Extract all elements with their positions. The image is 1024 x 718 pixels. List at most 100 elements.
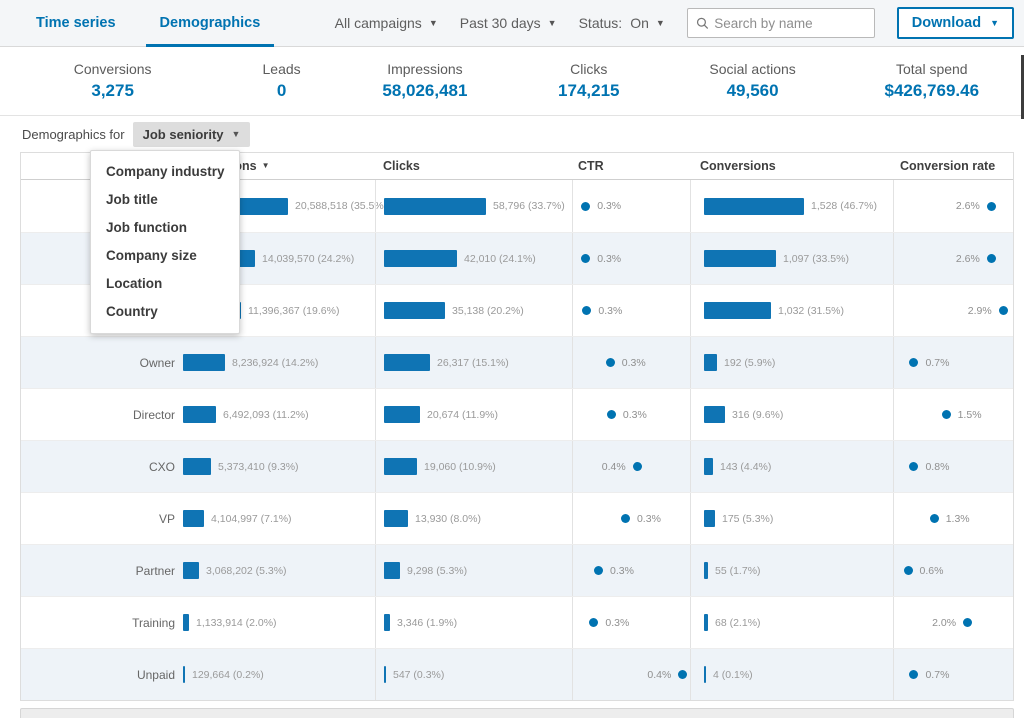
campaign-filter-label: All campaigns — [334, 15, 422, 31]
conversions-value: 55 (1.7%) — [715, 564, 761, 577]
impressions-bar — [183, 562, 199, 579]
menu-item-location[interactable]: Location — [106, 276, 163, 291]
search-icon — [696, 17, 708, 29]
row-label: Unpaid — [136, 667, 175, 682]
ctr-value: 0.3% — [636, 512, 661, 525]
conversion-rate-dot — [998, 306, 1008, 315]
conversions-bar — [704, 562, 708, 579]
ctr-cell: 0.3% — [572, 180, 690, 232]
row-label: VP — [158, 511, 175, 526]
campaign-filter-dropdown[interactable]: All campaigns ▼ — [335, 15, 438, 31]
status-dropdown[interactable]: On ▼ — [630, 15, 665, 31]
impressions-value: 3,068,202 (5.3%) — [206, 564, 287, 577]
conversions-value: 68 (2.1%) — [715, 616, 761, 629]
conversion-rate-value: 1.3% — [945, 512, 970, 525]
clicks-bar — [384, 302, 445, 319]
column-header-ctr[interactable]: CTR — [578, 159, 604, 173]
conversions-value: 4 (0.1%) — [713, 668, 753, 681]
row-label: Partner — [135, 563, 175, 578]
impressions-cell: 8,236,924 (14.2%) — [183, 354, 375, 371]
menu-item-company-industry[interactable]: Company industry — [106, 164, 225, 179]
conversion-rate-dot — [929, 514, 939, 523]
conversions-bar — [704, 510, 715, 527]
clicks-bar — [384, 458, 417, 475]
conversion-rate-dot — [909, 358, 919, 367]
ctr-value: 0.3% — [598, 304, 623, 317]
clicks-value: 26,317 (15.1%) — [437, 356, 509, 369]
stat-label: Impressions — [387, 61, 463, 77]
menu-item-job-title[interactable]: Job title — [106, 192, 158, 207]
column-header-conversion-rate[interactable]: Conversion rate — [900, 159, 996, 173]
impressions-value: 8,236,924 (14.2%) — [232, 356, 319, 369]
impressions-cell: 129,664 (0.2%) — [183, 666, 375, 683]
stat-leads: Leads 0 — [225, 61, 338, 101]
ctr-dot — [594, 566, 604, 575]
conversions-bar — [704, 197, 804, 215]
clicks-cell: 20,674 (11.9%) — [375, 389, 572, 440]
ctr-dot — [605, 358, 615, 367]
clicks-bar — [384, 614, 390, 631]
impressions-value: 5,373,410 (9.3%) — [218, 460, 299, 473]
date-range-dropdown[interactable]: Past 30 days ▼ — [460, 15, 557, 31]
ctr-value: 0.3% — [622, 408, 647, 421]
toolbar: All campaigns ▼ Past 30 days ▼ Status: O… — [335, 7, 1014, 39]
clicks-cell: 26,317 (15.1%) — [375, 337, 572, 388]
stat-label: Total spend — [895, 61, 968, 77]
menu-item-job-function[interactable]: Job function — [106, 220, 187, 235]
conversion-rate-dot — [941, 410, 951, 419]
conversion-rate-value: 2.6% — [955, 252, 980, 265]
clicks-cell: 13,930 (8.0%) — [375, 493, 572, 544]
stat-value: 0 — [276, 81, 287, 100]
scrollbar-thumb[interactable] — [1021, 55, 1024, 119]
tab-demographics[interactable]: Demographics — [138, 0, 283, 47]
impressions-cell: 4,104,997 (7.1%) — [183, 510, 375, 527]
stat-label: Leads — [262, 61, 301, 77]
clicks-cell: 3,346 (1.9%) — [375, 597, 572, 648]
conversions-bar — [704, 302, 771, 319]
column-header-clicks[interactable]: Clicks — [383, 159, 420, 173]
demographics-for-label: Demographics for — [22, 126, 125, 142]
clicks-cell: 547 (0.3%) — [375, 649, 572, 700]
conversion-rate-value: 2.9% — [967, 304, 992, 317]
clicks-value: 547 (0.3%) — [393, 668, 445, 681]
conversions-cell: 143 (4.4%) — [690, 441, 893, 492]
tab-time-series[interactable]: Time series — [36, 14, 116, 31]
clicks-cell: 42,010 (24.1%) — [375, 233, 572, 284]
impressions-value: 1,133,914 (2.0%) — [196, 616, 277, 629]
column-header-conversions[interactable]: Conversions — [700, 159, 776, 173]
conversions-cell: 175 (5.3%) — [690, 493, 893, 544]
conversions-cell: 4 (0.1%) — [690, 649, 893, 700]
stat-label: Social actions — [709, 61, 796, 77]
row-label: Owner — [139, 355, 175, 370]
impressions-value: 11,396,367 (19.6%) — [248, 304, 340, 317]
ctr-value: 0.3% — [605, 616, 630, 629]
demographic-type-selector[interactable]: Job seniority ▼ — [132, 121, 251, 147]
search-input[interactable] — [714, 15, 866, 31]
impressions-bar — [183, 406, 216, 423]
conversion-rate-cell: 0.7% — [893, 649, 1013, 700]
ctr-cell: 0.3% — [572, 493, 690, 544]
impressions-bar — [183, 666, 185, 683]
impressions-value: 14,039,570 (24.2%) — [262, 252, 355, 265]
conversions-cell: 1,032 (31.5%) — [690, 285, 893, 336]
conversion-rate-value: 0.7% — [925, 356, 950, 369]
impressions-bar — [183, 510, 204, 527]
conversion-rate-cell: 1.3% — [893, 493, 1013, 544]
conversion-rate-value: 0.7% — [925, 668, 950, 681]
conversion-rate-dot — [963, 618, 973, 627]
menu-item-company-size[interactable]: Company size — [106, 248, 197, 263]
stat-label: Clicks — [570, 61, 608, 77]
clicks-bar — [384, 197, 486, 215]
menu-item-country[interactable]: Country — [106, 304, 158, 319]
download-button[interactable]: Download ▼ — [896, 7, 1014, 39]
conversions-value: 1,528 (46.7%) — [811, 200, 877, 212]
clicks-value: 58,796 (33.7%) — [493, 200, 565, 212]
ctr-value: 0.4% — [601, 460, 626, 473]
impressions-value: 4,104,997 (7.1%) — [211, 512, 292, 525]
impressions-value: 6,492,093 (11.2%) — [223, 408, 309, 421]
ctr-cell: 0.3% — [572, 285, 690, 336]
chevron-down-icon: ▼ — [547, 17, 557, 28]
conversion-rate-cell: 2.9% — [893, 285, 1013, 336]
impressions-cell: 6,492,093 (11.2%) — [183, 406, 375, 423]
